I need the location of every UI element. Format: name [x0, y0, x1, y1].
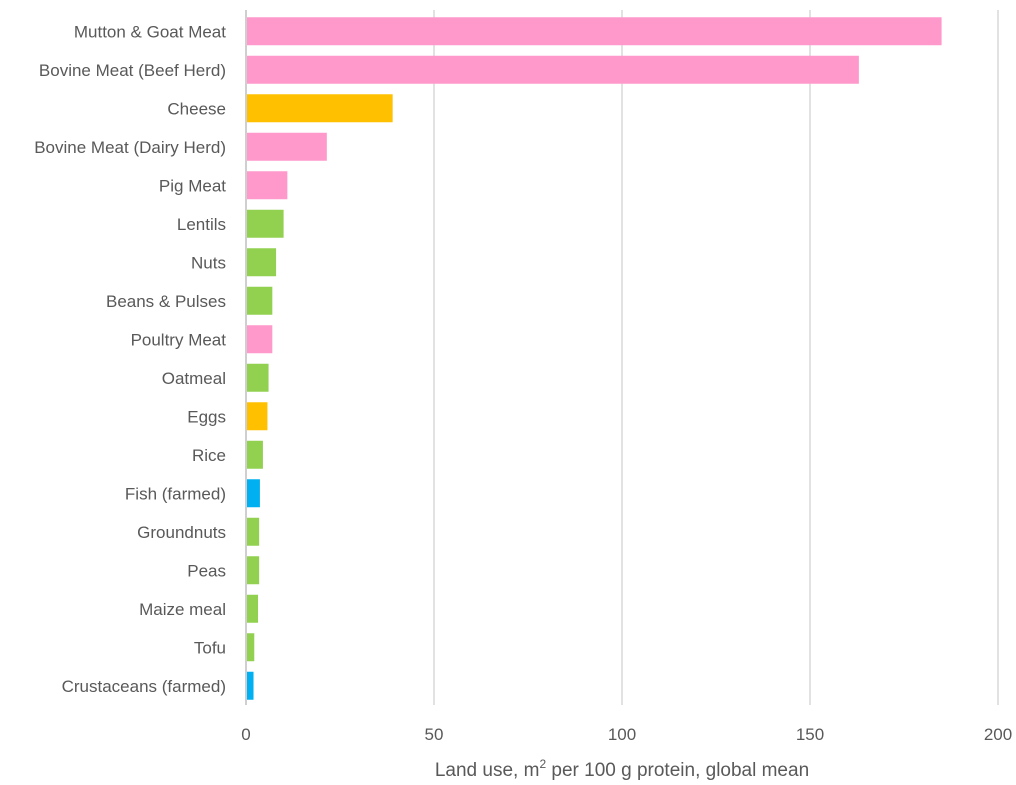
- bar-bovine-meat-beef-herd: [247, 55, 859, 84]
- bar-pig-meat: [247, 171, 288, 200]
- x-tick-label: 150: [796, 725, 824, 744]
- category-label: Poultry Meat: [131, 330, 227, 349]
- category-label: Oatmeal: [162, 369, 226, 388]
- bar-fish-farmed: [247, 479, 260, 508]
- bar-rice: [247, 440, 263, 469]
- x-tick-label: 50: [425, 725, 444, 744]
- category-label: Mutton & Goat Meat: [74, 22, 226, 41]
- category-label: Bovine Meat (Dairy Herd): [34, 138, 226, 157]
- x-axis-title-rest: per 100 g protein, global mean: [546, 760, 809, 780]
- bar-maize-meal: [247, 594, 259, 623]
- category-label: Groundnuts: [137, 523, 226, 542]
- category-label: Cheese: [167, 99, 226, 118]
- category-label: Bovine Meat (Beef Herd): [39, 61, 226, 80]
- x-tick-label: 0: [241, 725, 250, 744]
- bar-poultry-meat: [247, 325, 273, 354]
- x-axis-title-sup: 2: [539, 757, 546, 771]
- category-label: Nuts: [191, 253, 226, 272]
- bar-eggs: [247, 402, 268, 431]
- bar-mutton-goat-meat: [247, 17, 942, 46]
- bars: [247, 17, 942, 700]
- category-labels: Mutton & Goat Meat Bovine Meat (Beef Herd…: [34, 22, 226, 696]
- bar-nuts: [247, 248, 277, 277]
- category-label: Lentils: [177, 215, 226, 234]
- bar-beans-pulses: [247, 286, 273, 315]
- category-label: Rice: [192, 446, 226, 465]
- category-label: Eggs: [187, 407, 226, 426]
- bar-peas: [247, 556, 260, 585]
- x-tick-label: 200: [984, 725, 1012, 744]
- x-axis-title: Land use, m2 per 100 g protein, global m…: [435, 757, 809, 780]
- category-label: Tofu: [194, 638, 226, 657]
- bar-groundnuts: [247, 517, 260, 546]
- bar-tofu: [247, 633, 255, 662]
- category-label: Peas: [187, 561, 226, 580]
- category-label: Crustaceans (farmed): [62, 677, 226, 696]
- x-axis-title-main: Land use, m: [435, 760, 540, 780]
- bar-oatmeal: [247, 363, 269, 392]
- x-tick-labels: 0 50 100 150 200: [241, 725, 1012, 744]
- x-tick-label: 100: [608, 725, 636, 744]
- bar-bovine-meat-dairy-herd: [247, 132, 327, 161]
- bar-cheese: [247, 94, 393, 123]
- bar-crustaceans-farmed: [247, 671, 254, 700]
- category-label: Maize meal: [139, 600, 226, 619]
- category-label: Pig Meat: [159, 176, 226, 195]
- category-label: Fish (farmed): [125, 484, 226, 503]
- gridlines: [245, 10, 999, 705]
- category-label: Beans & Pulses: [106, 292, 226, 311]
- bar-lentils: [247, 209, 284, 238]
